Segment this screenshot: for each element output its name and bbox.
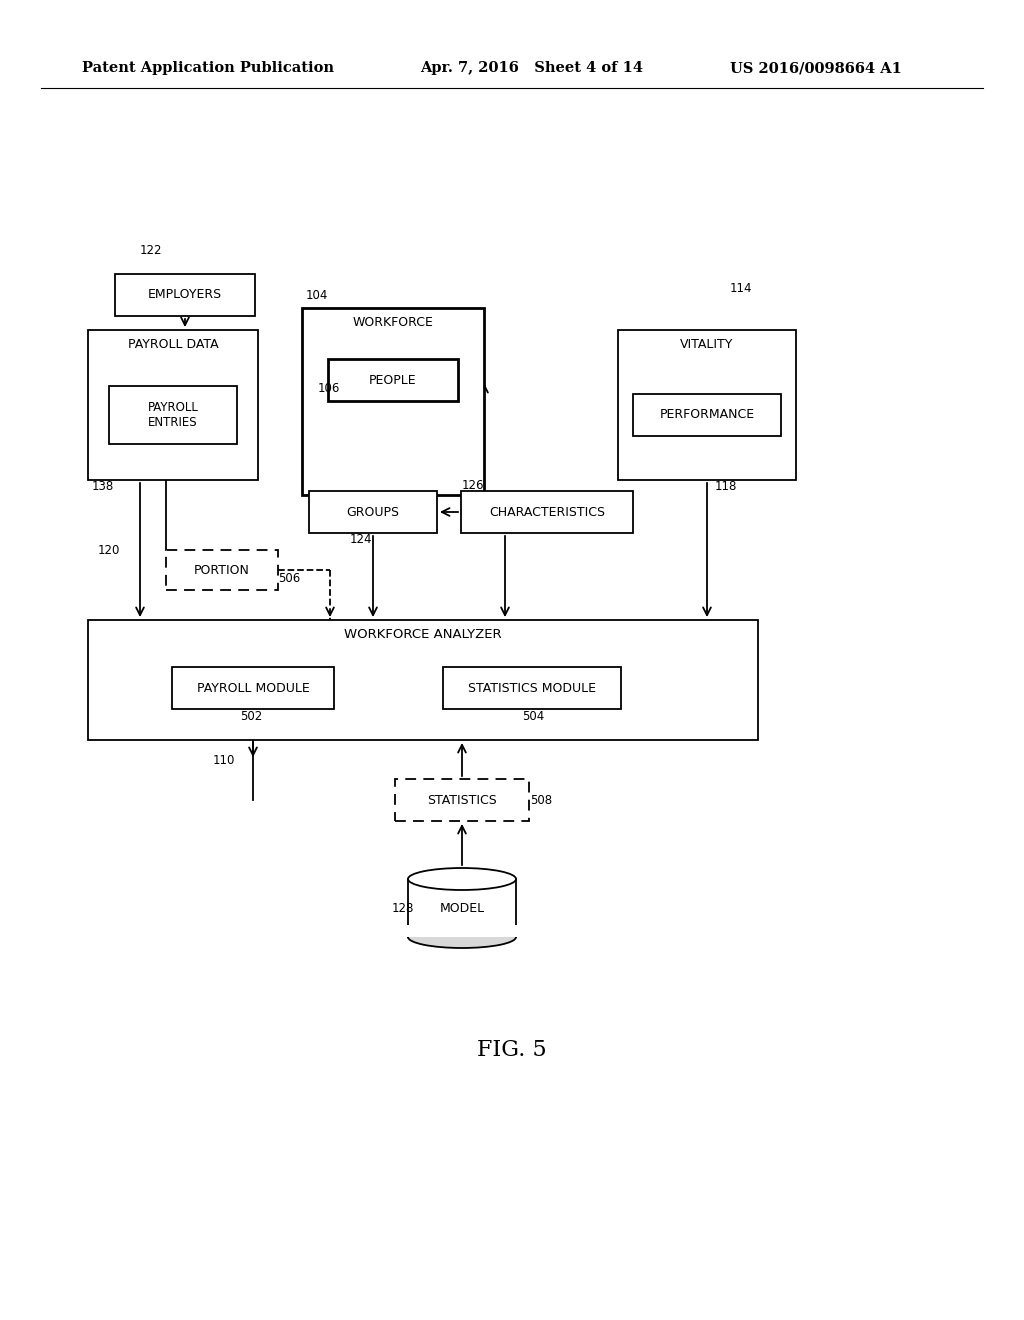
Text: VITALITY: VITALITY	[680, 338, 733, 351]
Bar	[395, 779, 529, 821]
Text: PORTION: PORTION	[195, 564, 250, 577]
Text: 126: 126	[462, 479, 484, 492]
Text: 124: 124	[350, 533, 373, 546]
Text: PERFORMANCE: PERFORMANCE	[659, 408, 755, 421]
Bar	[461, 491, 633, 533]
Text: CHARACTERISTICS: CHARACTERISTICS	[489, 506, 605, 519]
Text: STATISTICS MODULE: STATISTICS MODULE	[468, 681, 596, 694]
Text: FIG. 5: FIG. 5	[477, 1039, 547, 1061]
Bar	[328, 359, 458, 401]
Text: 508: 508	[530, 793, 552, 807]
Text: PAYROLL DATA: PAYROLL DATA	[128, 338, 218, 351]
Text: Apr. 7, 2016   Sheet 4 of 14: Apr. 7, 2016 Sheet 4 of 14	[420, 61, 643, 75]
Bar	[172, 667, 334, 709]
Bar	[633, 393, 781, 436]
Text: STATISTICS: STATISTICS	[427, 793, 497, 807]
Bar	[166, 550, 278, 590]
Text: 122: 122	[140, 244, 163, 257]
Bar	[115, 275, 255, 315]
Text: PAYROLL MODULE: PAYROLL MODULE	[197, 681, 309, 694]
Text: 128: 128	[392, 902, 415, 915]
Bar	[309, 491, 437, 533]
Text: WORKFORCE: WORKFORCE	[352, 315, 433, 329]
Bar	[443, 667, 621, 709]
Text: EMPLOYERS: EMPLOYERS	[147, 289, 222, 301]
Text: 118: 118	[715, 480, 737, 492]
Bar	[88, 330, 258, 480]
Bar	[109, 385, 237, 444]
Text: US 2016/0098664 A1: US 2016/0098664 A1	[730, 61, 902, 75]
Bar	[88, 620, 758, 741]
Text: 120: 120	[97, 544, 120, 557]
Bar	[408, 879, 516, 937]
Text: PAYROLL
ENTRIES: PAYROLL ENTRIES	[147, 401, 199, 429]
Text: 504: 504	[522, 710, 544, 723]
Text: WORKFORCE ANALYZER: WORKFORCE ANALYZER	[344, 628, 502, 642]
Ellipse shape	[408, 927, 516, 948]
Text: MODEL: MODEL	[439, 902, 484, 915]
Bar	[407, 925, 517, 937]
Text: 114: 114	[730, 282, 753, 294]
Text: Patent Application Publication: Patent Application Publication	[82, 61, 334, 75]
Text: 502: 502	[240, 710, 262, 723]
Text: PEOPLE: PEOPLE	[370, 374, 417, 387]
Bar	[302, 308, 484, 495]
Text: 104: 104	[306, 289, 329, 302]
Bar	[618, 330, 796, 480]
Text: 106: 106	[318, 381, 340, 395]
Text: 110: 110	[213, 754, 234, 767]
Text: 138: 138	[92, 480, 115, 492]
Ellipse shape	[408, 869, 516, 890]
Text: GROUPS: GROUPS	[346, 506, 399, 519]
Text: 506: 506	[278, 572, 300, 585]
